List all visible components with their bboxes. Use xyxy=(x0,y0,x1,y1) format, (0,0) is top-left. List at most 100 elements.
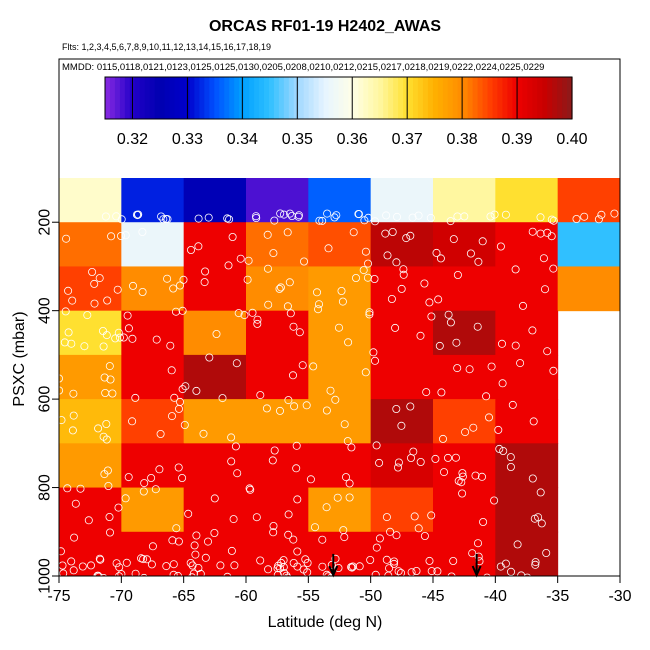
heatmap-cell xyxy=(246,443,309,489)
sample-point xyxy=(547,215,556,224)
sample-point xyxy=(138,227,147,236)
heatmap-cell xyxy=(557,178,621,223)
sample-point xyxy=(345,479,354,488)
sample-point xyxy=(453,364,462,373)
sample-point xyxy=(71,499,80,508)
sample-point xyxy=(539,254,548,263)
sample-point xyxy=(192,531,201,540)
sample-point xyxy=(359,266,368,275)
sample-point xyxy=(435,341,444,350)
sample-point xyxy=(201,267,210,276)
heatmap-cell xyxy=(433,354,496,400)
sample-point xyxy=(506,453,515,462)
sample-point xyxy=(100,470,109,479)
sample-point xyxy=(57,416,66,425)
sample-point xyxy=(285,209,294,218)
sample-point xyxy=(99,574,108,583)
sample-point xyxy=(326,386,335,395)
sample-point xyxy=(269,249,278,258)
sample-point xyxy=(422,388,431,397)
sample-point xyxy=(230,561,239,570)
sample-point xyxy=(88,267,97,276)
heatmap-cell xyxy=(433,310,496,356)
sample-point xyxy=(365,308,374,317)
sample-point xyxy=(511,265,520,274)
heatmap-cell xyxy=(59,487,122,533)
sample-point xyxy=(333,493,342,502)
heatmap-cell xyxy=(495,354,559,400)
sample-point xyxy=(205,353,214,362)
sample-point xyxy=(528,474,537,483)
x-tick-label: -75 xyxy=(47,588,70,605)
heatmap-cell xyxy=(495,443,559,489)
sample-point xyxy=(477,472,486,481)
y-tick-label: 200 xyxy=(37,209,54,236)
sample-point xyxy=(128,334,137,343)
sample-point xyxy=(178,473,187,482)
sample-point xyxy=(323,209,332,218)
sample-point xyxy=(80,342,89,351)
y-tick-label: 1000 xyxy=(37,558,54,594)
sample-point xyxy=(298,361,307,370)
colorbar-segment xyxy=(298,77,305,119)
sample-point xyxy=(232,359,241,368)
heatmap-cell xyxy=(370,443,434,489)
sample-point xyxy=(131,393,140,402)
sample-point xyxy=(369,348,378,357)
colorbar-segment xyxy=(373,77,379,119)
colorbar-segment xyxy=(547,77,553,119)
sample-point xyxy=(427,567,436,576)
sample-point xyxy=(474,552,483,561)
sample-point xyxy=(288,371,297,380)
colorbar-segment xyxy=(398,77,404,119)
sample-point xyxy=(364,213,373,222)
heatmap-cell xyxy=(246,310,309,356)
sample-point xyxy=(216,561,225,570)
sample-point xyxy=(284,530,293,539)
sample-point xyxy=(279,210,288,219)
sample-point xyxy=(191,550,200,559)
sample-point xyxy=(121,231,130,240)
colorbar-segment xyxy=(318,77,325,119)
heatmap-cell xyxy=(183,443,247,489)
sample-point xyxy=(244,256,253,265)
sample-point xyxy=(610,209,619,218)
x-tick-label: -50 xyxy=(359,588,382,605)
heatmap-cell xyxy=(308,443,372,489)
sample-point xyxy=(414,524,423,533)
sample-point xyxy=(528,326,537,335)
sample-point xyxy=(64,286,73,295)
heatmap-cell xyxy=(59,443,122,489)
colorbar-segment xyxy=(219,77,225,119)
sample-point xyxy=(414,211,423,220)
sample-point xyxy=(399,270,408,279)
heatmap-cell xyxy=(433,531,496,577)
heatmap-cell xyxy=(59,178,122,223)
sample-point xyxy=(322,503,331,512)
sample-point xyxy=(469,423,478,432)
sample-point xyxy=(94,424,103,433)
sample-point xyxy=(446,217,455,226)
sample-point xyxy=(354,210,363,219)
colorbar-segment xyxy=(149,77,156,119)
sample-point xyxy=(70,533,79,542)
sample-point xyxy=(487,362,496,371)
sample-point xyxy=(537,519,546,528)
heatmap-cell xyxy=(370,354,434,400)
sample-point xyxy=(256,556,265,565)
colorbar-segment xyxy=(114,77,121,119)
heatmap-cell xyxy=(433,222,496,267)
sample-point xyxy=(284,396,293,405)
heatmap-cell xyxy=(557,222,621,267)
sample-point xyxy=(382,555,391,564)
sample-point xyxy=(452,338,461,347)
colorbar-segment xyxy=(109,77,116,119)
colorbar-segment xyxy=(224,77,230,119)
sample-point xyxy=(347,443,356,452)
colorbar-segment xyxy=(562,77,568,119)
colorbar-segment xyxy=(557,77,563,119)
sample-point xyxy=(105,513,114,522)
sample-point xyxy=(542,549,551,558)
colorbar-segment xyxy=(159,77,166,119)
